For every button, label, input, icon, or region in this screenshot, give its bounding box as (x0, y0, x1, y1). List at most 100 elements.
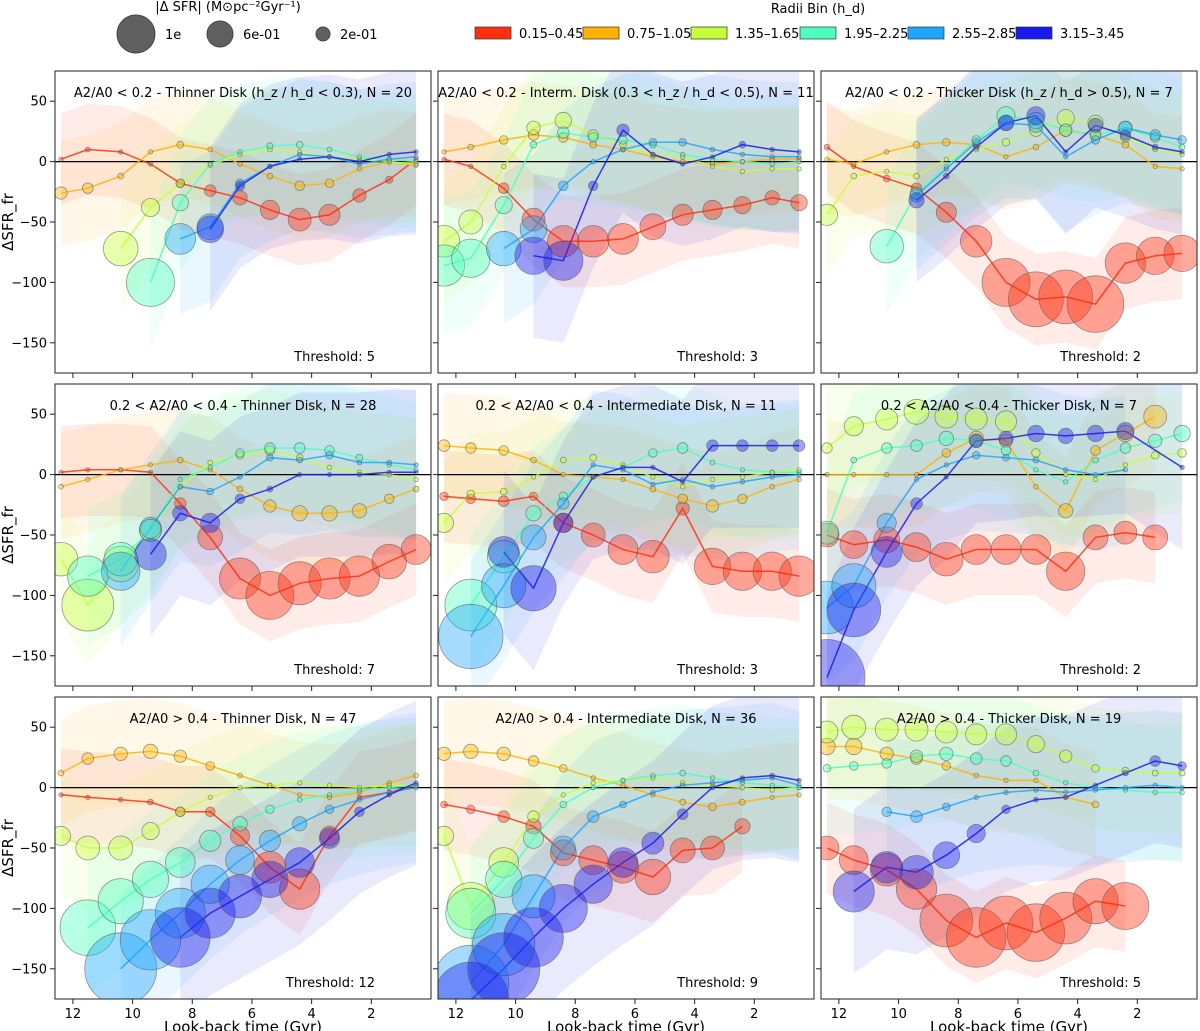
data-point-bin-3 (769, 782, 775, 788)
x-tick-label: 10 (507, 1007, 524, 1022)
data-point-bin-2 (934, 720, 958, 744)
data-point-bin-3 (355, 453, 364, 462)
data-point-bin-1 (620, 782, 626, 788)
series-line-bin-2 (443, 119, 800, 242)
data-point-bin-5 (620, 464, 626, 470)
data-point-bin-4 (413, 784, 419, 791)
data-point-bin-4 (386, 156, 392, 162)
data-point-bin-2 (904, 717, 929, 742)
data-point-bin-4 (296, 456, 304, 464)
data-point-bin-1 (441, 149, 447, 155)
data-point-bin-2 (1031, 448, 1041, 458)
data-point-bin-1 (236, 485, 244, 493)
data-point-bin-4 (943, 462, 949, 468)
data-point-bin-0 (960, 534, 992, 565)
data-point-bin-0 (147, 798, 154, 806)
data-point-bin-2 (587, 129, 599, 141)
data-point-bin-0 (549, 839, 577, 867)
size-legend-marker (315, 26, 331, 42)
x-tick-label: 2 (1133, 1007, 1141, 1022)
data-point-bin-1 (879, 746, 894, 761)
data-point-bin-5 (386, 792, 392, 798)
data-point-bin-0 (1039, 891, 1092, 945)
data-point-bin-3 (1173, 424, 1191, 443)
data-point-bin-4 (557, 497, 570, 510)
data-point-bin-1 (173, 749, 187, 763)
data-point-bin-5 (1063, 149, 1069, 155)
data-point-bin-5 (134, 538, 167, 571)
data-point-bin-5 (969, 433, 984, 448)
series-band-bin-0 (61, 423, 417, 642)
data-point-bin-1 (207, 146, 214, 153)
chart-panel: 12 10 8 6 4 2 A2/A0 > 0.4 - Thicker Disk, N = … (816, 696, 1198, 1031)
series-band-bin-3 (87, 717, 417, 996)
series-line-bin-5 (503, 444, 800, 590)
data-point-bin-5 (908, 192, 925, 209)
data-point-bin-1 (237, 772, 243, 779)
data-point-bin-4 (972, 451, 981, 460)
data-point-bin-3 (881, 442, 893, 454)
data-point-bin-2 (1063, 471, 1069, 478)
series-band-bin-3 (150, 77, 417, 350)
data-point-bin-0 (1008, 271, 1064, 328)
data-point-bin-3 (1119, 442, 1132, 454)
series-line-bin-4 (886, 784, 1183, 818)
data-point-bin-3 (559, 800, 568, 809)
panel-title: A2/A0 > 0.4 - Intermediate Disk, N = 36 (495, 712, 756, 727)
data-point-bin-1 (941, 448, 952, 458)
bin-legend-label: 0.15–0.45 (519, 27, 583, 42)
data-point-bin-3 (1148, 433, 1163, 448)
data-point-bin-4 (1177, 135, 1187, 145)
data-point-bin-5 (826, 582, 882, 638)
data-point-bin-2 (1152, 146, 1158, 153)
data-point-bin-4 (101, 551, 141, 591)
data-point-bin-5 (769, 772, 775, 779)
bin-legend-label: 2.55–2.85 (952, 27, 1016, 42)
data-point-bin-2 (1150, 451, 1160, 460)
data-point-bin-5 (1092, 782, 1099, 788)
data-point-bin-1 (463, 743, 479, 760)
data-point-bin-1 (845, 737, 863, 756)
data-point-bin-4 (1032, 456, 1040, 464)
data-point-bin-3 (648, 448, 658, 458)
data-point-bin-5 (354, 806, 365, 818)
data-point-bin-4 (1063, 789, 1069, 796)
data-point-bin-2 (769, 166, 775, 172)
data-point-bin-3 (294, 442, 306, 454)
data-point-bin-5 (910, 497, 923, 510)
data-point-bin-5 (297, 471, 303, 478)
data-point-bin-0 (636, 540, 670, 574)
data-point-bin-1 (708, 802, 717, 812)
data-point-bin-0 (245, 571, 295, 620)
x-tick-label: 12 (65, 1007, 82, 1022)
legend-layer: |Δ SFR| (M⊙pc⁻²Gyr⁻¹) 1e 6e-01 2e-01 Radii B… (116, 0, 1124, 54)
y-tick-label: 0 (39, 468, 47, 483)
series-band-bin-2 (827, 697, 1183, 834)
data-point-bin-5 (943, 474, 949, 480)
data-point-bin-3 (207, 161, 213, 167)
data-point-bin-1 (142, 743, 159, 760)
data-point-bin-5 (386, 469, 392, 475)
data-point-bin-3 (126, 257, 175, 307)
series-line-bin-3 (470, 772, 800, 914)
data-point-bin-5 (297, 156, 303, 162)
data-point-bin-3 (494, 196, 513, 215)
data-point-bin-2 (821, 203, 838, 226)
data-point-bin-4 (973, 794, 979, 800)
data-point-bin-0 (882, 174, 891, 183)
data-point-bin-4 (413, 154, 419, 160)
series-band-bin-1 (444, 392, 800, 560)
data-point-bin-3 (413, 159, 419, 165)
data-point-bin-2 (499, 487, 508, 496)
y-tick-label: −150 (11, 649, 47, 664)
data-point-bin-5 (736, 439, 749, 452)
data-point-bin-2 (739, 474, 746, 480)
panel-title: A2/A0 > 0.4 - Thicker Disk, N = 19 (897, 712, 1122, 727)
data-point-bin-4 (511, 874, 556, 919)
data-point-bin-0 (919, 893, 974, 948)
data-point-bin-4 (769, 474, 775, 480)
data-point-bin-2 (1029, 123, 1043, 137)
data-point-bin-2 (973, 146, 979, 153)
data-point-bin-2 (297, 780, 303, 786)
data-point-bin-3 (620, 777, 626, 784)
